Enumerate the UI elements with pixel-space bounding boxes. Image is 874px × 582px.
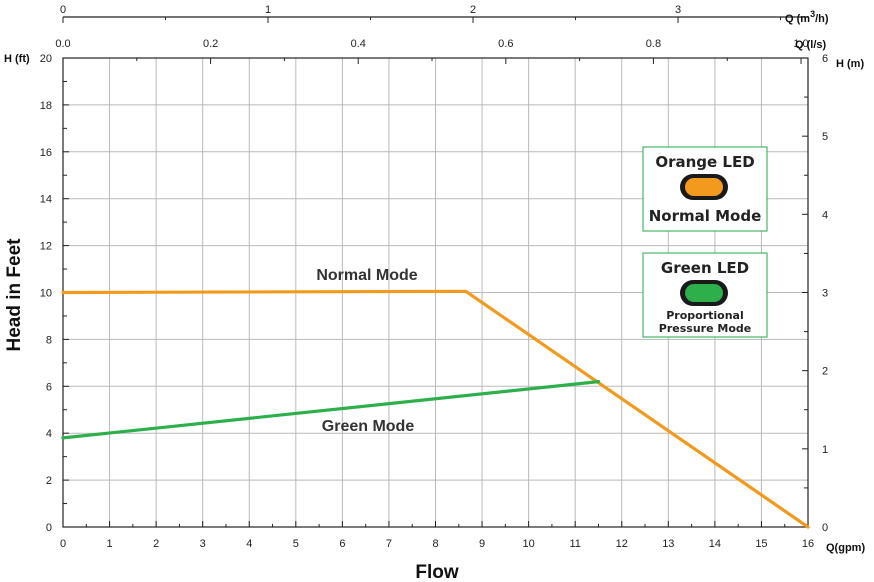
bottom-axis: 0 1 2 3 4 5 6 7 8 9 10 11 12 13 14 15 16 [60, 521, 814, 550]
top-inner-tick-label: 0.6 [498, 38, 513, 50]
left-tick-label: 2 [46, 475, 52, 487]
top-outer-unit-label: Q (m3/h) [785, 9, 829, 25]
series-label-green: Green Mode [322, 418, 415, 435]
legend-green-title: Green LED [661, 259, 749, 277]
bottom-tick-label: 16 [802, 538, 814, 550]
top-outer-unit-end: /h) [815, 13, 829, 25]
bottom-tick-label: 12 [616, 538, 628, 550]
left-tick-label: 6 [46, 381, 52, 393]
bottom-tick-label: 2 [153, 538, 159, 550]
bottom-tick-label: 11 [569, 538, 580, 550]
top-inner-tick-label: 1.0 [793, 38, 808, 50]
bottom-tick-label: 15 [755, 538, 767, 550]
left-tick-label: 8 [46, 334, 52, 346]
right-tick-label: 0 [822, 522, 828, 534]
bottom-tick-label: 5 [293, 538, 299, 550]
bottom-unit-label: Q(gpm) [826, 542, 865, 554]
bottom-tick-label: 14 [709, 538, 721, 550]
top-inner-tick-label: 0.0 [55, 38, 70, 50]
y-axis-title: Head in Feet [4, 238, 25, 352]
legend-green-mode-line1: Proportional [666, 309, 744, 322]
top-inner-axis: 0.00.20.40.60.81.01.2 [55, 38, 809, 64]
top-inner-tick-label: 0.8 [646, 38, 661, 50]
legend-orange: Orange LED Normal Mode [642, 146, 768, 232]
series-group [61, 289, 810, 529]
bottom-tick-label: 4 [246, 538, 252, 550]
legend-orange-title: Orange LED [655, 153, 754, 171]
bottom-tick-label: 10 [523, 538, 535, 550]
bottom-tick-label: 7 [386, 538, 392, 550]
right-tick-label: 4 [822, 209, 828, 221]
top-outer-tick-label: 3 [675, 4, 681, 16]
series-line-green-mode [61, 380, 601, 440]
left-tick-label: 12 [40, 241, 52, 253]
left-tick-label: 4 [46, 428, 52, 440]
legend-orange-mode: Normal Mode [649, 207, 762, 225]
x-axis-title: Flow [415, 562, 458, 582]
top-outer-tick-label: 0 [60, 4, 66, 16]
top-outer-unit-main: Q (m [785, 13, 810, 25]
top-outer-tick-label: 1 [265, 4, 271, 16]
top-inner-unit-label: Q (l/s) [795, 39, 827, 51]
led-orange-icon [685, 178, 723, 196]
right-tick-label: 2 [822, 366, 828, 378]
legend-green: Green LED Proportional Pressure Mode [642, 252, 768, 338]
bottom-tick-label: 13 [662, 538, 674, 550]
top-outer-unit-sup: 3 [810, 9, 815, 19]
right-tick-label: 6 [822, 53, 828, 65]
series-label-normal: Normal Mode [316, 267, 417, 284]
right-axis: 0 1 2 3 4 5 6 [802, 53, 828, 534]
series-line-normal-mode [61, 289, 810, 529]
bottom-tick-label: 9 [479, 538, 485, 550]
right-tick-label: 5 [822, 131, 828, 143]
bottom-tick-label: 6 [339, 538, 345, 550]
right-tick-label: 3 [822, 288, 828, 300]
top-inner-tick-label: 0.4 [351, 38, 366, 50]
left-tick-label: 14 [40, 194, 52, 206]
left-axis: 0 2 4 6 8 10 12 14 16 18 20 [40, 53, 69, 534]
right-tick-label: 1 [822, 444, 828, 456]
top-inner-tick-label: 0.2 [203, 38, 218, 50]
legend-green-mode-line2: Pressure Mode [659, 322, 751, 335]
right-unit-label: H (m) [836, 58, 864, 70]
bottom-tick-label: 0 [60, 538, 66, 550]
led-green-icon [685, 284, 723, 302]
left-tick-label: 10 [40, 288, 52, 300]
left-tick-label: 16 [40, 147, 52, 159]
bottom-tick-label: 3 [200, 538, 206, 550]
left-unit-label: H (ft) [4, 53, 30, 65]
bottom-tick-label: 8 [432, 538, 438, 550]
left-tick-label: 18 [40, 100, 52, 112]
left-tick-label: 20 [40, 53, 52, 65]
bottom-tick-label: 1 [107, 538, 113, 550]
left-tick-label: 0 [46, 522, 52, 534]
top-outer-tick-label: 2 [470, 4, 476, 16]
